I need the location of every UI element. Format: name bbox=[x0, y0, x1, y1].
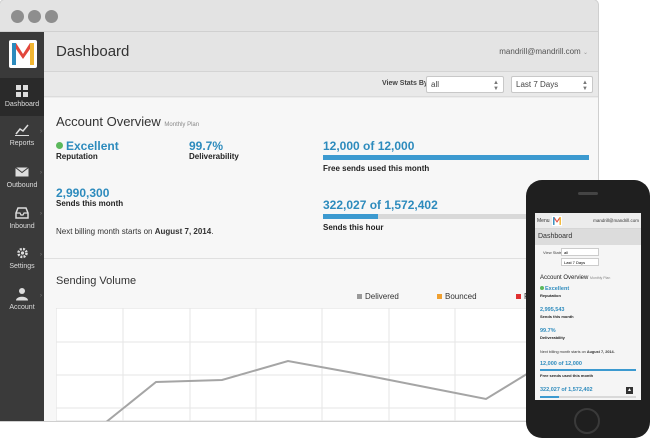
deliverability-value: 99.7% bbox=[189, 139, 224, 153]
user-menu[interactable]: mandrill@mandrill.com ⌄ bbox=[499, 47, 588, 56]
sidebar: Dashboard Reports › Outbound › Inbound ›… bbox=[0, 32, 44, 421]
phone-view-stats-label: View Stats By: bbox=[543, 250, 569, 255]
chevron-right-icon: › bbox=[40, 293, 42, 299]
phone-user[interactable]: mandrill@mandrill.com bbox=[593, 218, 639, 223]
period-select[interactable]: Last 7 Days ▲ ▼ bbox=[511, 76, 593, 93]
phone-scroll-top-icon[interactable]: ▲ bbox=[626, 387, 633, 394]
phone-screen: Menu mandrill@mandrill.com Dashboard Vie… bbox=[535, 213, 641, 400]
legend-swatch bbox=[437, 294, 442, 299]
stats-filter-select[interactable]: all ▲ ▼ bbox=[426, 76, 504, 93]
page-header: Dashboard mandrill@mandrill.com ⌄ bbox=[44, 32, 598, 72]
free-sends-label: Free sends used this month bbox=[323, 164, 430, 173]
select-arrows-icon: ▲ ▼ bbox=[493, 80, 499, 92]
page-title: Dashboard bbox=[56, 43, 130, 60]
sends-hour-value: 322,027 of 1,572,402 bbox=[323, 198, 438, 212]
main-content: Account Overview Monthly Plan Excellent … bbox=[44, 98, 598, 421]
legend-swatch bbox=[357, 294, 362, 299]
minimize-dot-icon[interactable] bbox=[28, 10, 41, 23]
legend-bounced[interactable]: Bounced bbox=[437, 292, 477, 301]
phone-free-sends-label: Free sends used this month bbox=[540, 373, 594, 378]
phone-page-title: Dashboard bbox=[538, 233, 573, 240]
phone-header: Dashboard bbox=[535, 229, 641, 245]
sidebar-item-settings[interactable]: Settings › bbox=[0, 244, 44, 282]
dashboard-icon bbox=[16, 85, 28, 97]
phone-free-sends-value: 12,000 of 12,000 bbox=[540, 361, 582, 367]
plan-label: Monthly Plan bbox=[164, 122, 200, 128]
phone-sends-month-label: Sends this month bbox=[540, 314, 574, 319]
sidebar-item-reports[interactable]: Reports › bbox=[0, 121, 44, 159]
close-dot-icon[interactable] bbox=[11, 10, 24, 23]
account-overview-title: Account Overview Monthly Plan bbox=[56, 114, 200, 129]
sends-month-value: 2,990,300 bbox=[56, 186, 110, 200]
sending-volume-chart bbox=[56, 308, 598, 421]
phone-billing-note: Next billing month starts on August 7, 2… bbox=[540, 350, 615, 354]
title-bar bbox=[0, 0, 598, 32]
free-sends-progress-fill bbox=[323, 155, 589, 160]
account-icon bbox=[16, 288, 28, 301]
phone-speaker bbox=[578, 192, 598, 195]
phone-deliverability-value: 99.7% bbox=[540, 328, 556, 334]
phone-reputation-label: Reputation bbox=[540, 293, 561, 298]
chevron-right-icon: › bbox=[40, 170, 42, 176]
chevron-down-icon: ⌄ bbox=[582, 50, 588, 56]
legend-delivered[interactable]: Delivered bbox=[357, 292, 399, 301]
sends-month-label: Sends this month bbox=[56, 199, 124, 208]
home-button[interactable] bbox=[574, 408, 600, 434]
deliverability-label: Deliverability bbox=[189, 152, 239, 161]
phone-reputation-value: Excellent bbox=[540, 286, 569, 292]
phone-sends-hour-value: 322,027 of 1,572,402 bbox=[540, 387, 593, 393]
phone-topbar: Menu mandrill@mandrill.com bbox=[535, 213, 641, 229]
phone-logo bbox=[552, 216, 562, 226]
zoom-dot-icon[interactable] bbox=[45, 10, 58, 23]
chevron-right-icon: › bbox=[40, 129, 42, 135]
status-dot-icon bbox=[540, 286, 544, 290]
view-stats-label: View Stats By: bbox=[382, 80, 431, 87]
reports-icon bbox=[15, 124, 29, 136]
mandrill-logo[interactable] bbox=[9, 40, 37, 68]
status-dot-icon bbox=[56, 142, 63, 149]
sidebar-item-outbound[interactable]: Outbound › bbox=[0, 162, 44, 200]
sidebar-item-account[interactable]: Account › bbox=[0, 285, 44, 323]
phone-filter-select[interactable]: all bbox=[561, 248, 599, 256]
phone-mockup: Menu mandrill@mandrill.com Dashboard Vie… bbox=[526, 180, 650, 438]
delivered-series-line bbox=[105, 357, 554, 421]
phone-overview-title: Account Overview Monthly Plan bbox=[540, 275, 611, 281]
stats-filter-bar: View Stats By: all ▲ ▼ Last 7 Days ▲ ▼ bbox=[44, 72, 598, 97]
phone-sends-hour-progress-fill bbox=[540, 396, 560, 398]
phone-period-select[interactable]: Last 7 Days bbox=[561, 258, 599, 266]
chevron-right-icon: › bbox=[40, 211, 42, 217]
free-sends-value: 12,000 of 12,000 bbox=[323, 139, 415, 153]
sends-hour-label: Sends this hour bbox=[323, 223, 384, 232]
legend-swatch bbox=[516, 294, 521, 299]
settings-icon bbox=[16, 247, 28, 259]
select-arrows-icon: ▲ ▼ bbox=[582, 80, 588, 92]
phone-menu-button[interactable]: Menu bbox=[537, 218, 550, 224]
sends-hour-progress-fill bbox=[323, 214, 378, 219]
free-sends-progress bbox=[323, 155, 589, 160]
sidebar-item-dashboard[interactable]: Dashboard bbox=[0, 78, 44, 116]
sidebar-item-inbound[interactable]: Inbound › bbox=[0, 203, 44, 241]
phone-free-sends-progress bbox=[540, 369, 636, 371]
inbound-icon bbox=[15, 207, 29, 219]
outbound-icon bbox=[15, 167, 29, 177]
reputation-label: Reputation bbox=[56, 152, 98, 161]
chevron-right-icon: › bbox=[40, 252, 42, 258]
phone-sends-month-value: 2,995,543 bbox=[540, 307, 565, 313]
browser-window: Dashboard Reports › Outbound › Inbound ›… bbox=[0, 0, 598, 421]
billing-note: Next billing month starts on August 7, 2… bbox=[56, 227, 214, 236]
divider bbox=[44, 258, 598, 259]
phone-deliverability-label: Deliverability bbox=[540, 335, 565, 340]
sending-volume-title: Sending Volume bbox=[56, 275, 137, 287]
sends-hour-progress bbox=[323, 214, 589, 219]
reputation-value: Excellent bbox=[56, 139, 119, 153]
phone-sends-hour-progress bbox=[540, 396, 636, 398]
